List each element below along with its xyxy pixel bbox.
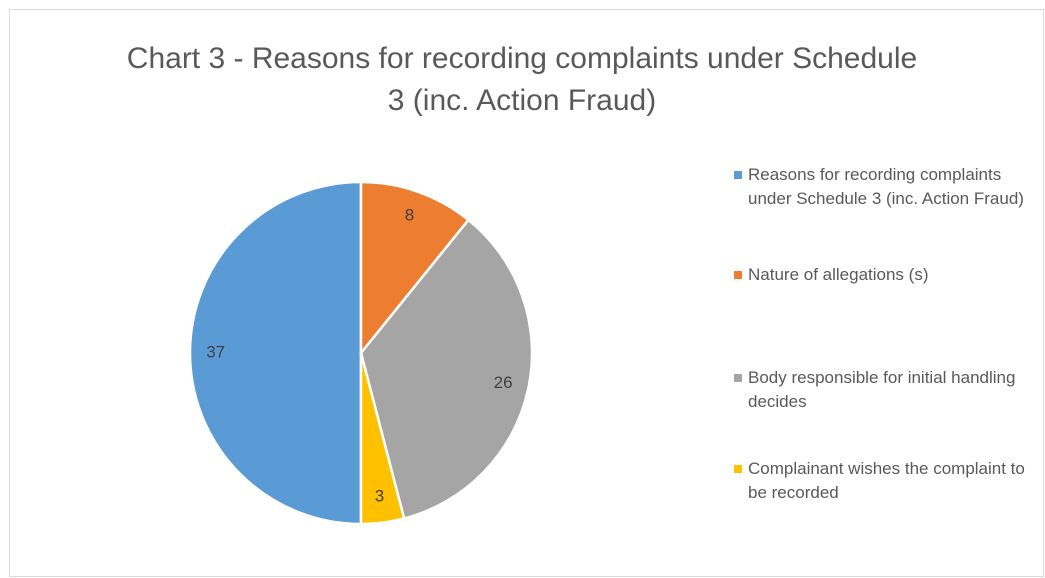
data-label: 37 [206, 342, 225, 361]
chart-title: Chart 3 - Reasons for recording complain… [126, 42, 918, 117]
legend-swatch [734, 271, 742, 279]
legend-item: Reasons for recording complaints under S… [734, 163, 1034, 211]
legend-label: Nature of allegations (s) [748, 265, 929, 284]
pie-slice [359, 180, 471, 357]
legend-item: Nature of allegations (s) [734, 263, 1034, 287]
data-label: 3 [375, 487, 384, 506]
legend-swatch [734, 465, 742, 473]
pie-slice [188, 180, 363, 526]
legend-item: Body responsible for initial handling de… [734, 366, 1034, 414]
data-label: 26 [494, 373, 513, 392]
legend-swatch [734, 374, 742, 382]
legend-swatch [734, 171, 742, 179]
legend-label: Body responsible for initial handling de… [748, 368, 1016, 411]
legend-label: Complainant wishes the complaint to be r… [748, 459, 1025, 502]
pie-slice [359, 352, 406, 526]
data-label: 8 [405, 205, 414, 224]
chart-frame [9, 9, 1044, 577]
pie-slice [359, 218, 534, 521]
legend-item: Complainant wishes the complaint to be r… [734, 457, 1034, 505]
legend-label: Reasons for recording complaints under S… [748, 165, 1024, 208]
